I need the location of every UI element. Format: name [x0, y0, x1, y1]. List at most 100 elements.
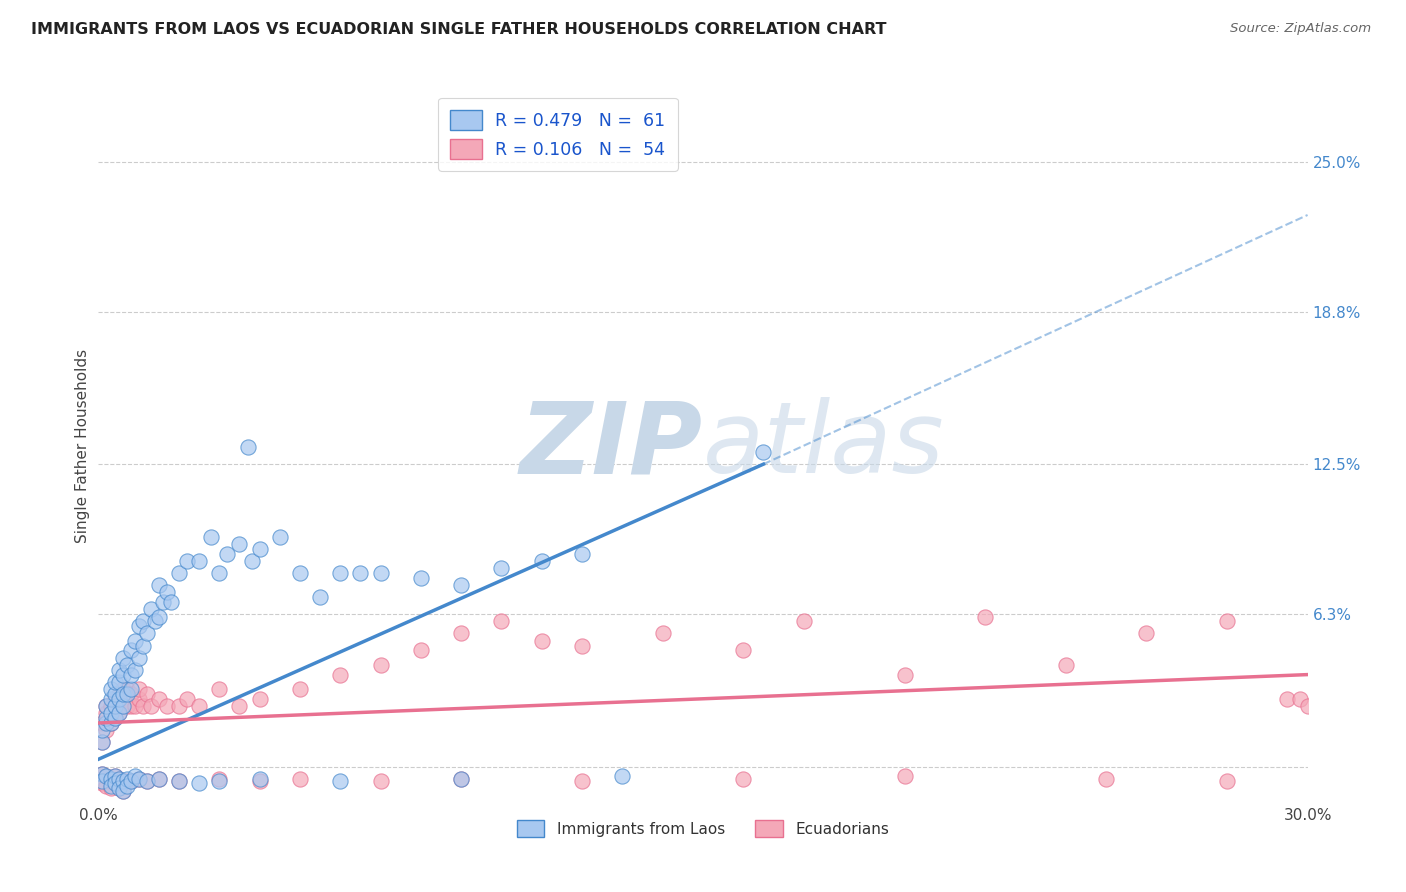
Point	[249, 772, 271, 786]
Point	[96, 723, 118, 738]
Point	[91, 735, 114, 749]
Point	[100, 716, 122, 731]
Point	[208, 774, 231, 789]
Point	[733, 643, 755, 657]
Point	[491, 561, 513, 575]
Point	[103, 691, 125, 706]
Legend: Immigrants from Laos, Ecuadorians: Immigrants from Laos, Ecuadorians	[509, 813, 897, 845]
Point	[107, 687, 129, 701]
Point	[124, 663, 146, 677]
Text: IMMIGRANTS FROM LAOS VS ECUADORIAN SINGLE FATHER HOUSEHOLDS CORRELATION CHART: IMMIGRANTS FROM LAOS VS ECUADORIAN SINGL…	[31, 22, 886, 37]
Point	[370, 566, 392, 580]
Point	[100, 781, 122, 796]
Y-axis label: Single Father Households: Single Father Households	[75, 349, 90, 543]
Point	[530, 554, 553, 568]
Point	[188, 699, 211, 714]
Point	[228, 699, 250, 714]
Point	[100, 772, 122, 786]
Point	[329, 566, 352, 580]
Point	[107, 781, 129, 796]
Point	[1135, 626, 1157, 640]
Point	[91, 723, 114, 738]
Point	[167, 774, 190, 789]
Point	[612, 769, 634, 783]
Point	[571, 774, 593, 789]
Point	[103, 674, 125, 689]
Point	[120, 774, 142, 789]
Point	[111, 699, 134, 714]
Point	[236, 440, 259, 454]
Point	[148, 578, 170, 592]
Point	[571, 639, 593, 653]
Point	[107, 772, 129, 786]
Point	[124, 699, 146, 714]
Point	[450, 626, 472, 640]
Point	[733, 772, 755, 786]
Point	[135, 774, 157, 789]
Point	[135, 626, 157, 640]
Point	[115, 657, 138, 672]
Point	[115, 772, 138, 786]
Point	[217, 547, 239, 561]
Point	[249, 774, 271, 789]
Point	[793, 615, 815, 629]
Point	[156, 699, 179, 714]
Point	[288, 772, 311, 786]
Point	[148, 609, 170, 624]
Point	[107, 781, 129, 796]
Point	[91, 766, 114, 780]
Point	[1288, 691, 1310, 706]
Point	[120, 687, 142, 701]
Point	[132, 639, 155, 653]
Point	[450, 772, 472, 786]
Point	[1296, 699, 1319, 714]
Point	[124, 633, 146, 648]
Point	[115, 779, 138, 793]
Point	[450, 578, 472, 592]
Point	[409, 643, 432, 657]
Point	[115, 687, 138, 701]
Point	[111, 783, 134, 797]
Point	[103, 769, 125, 783]
Point	[132, 615, 155, 629]
Point	[100, 772, 122, 786]
Point	[128, 619, 150, 633]
Point	[120, 682, 142, 697]
Point	[139, 602, 162, 616]
Point	[208, 566, 231, 580]
Point	[349, 566, 371, 580]
Point	[160, 595, 183, 609]
Point	[96, 699, 118, 714]
Point	[288, 566, 311, 580]
Point	[329, 774, 352, 789]
Point	[148, 772, 170, 786]
Point	[167, 566, 190, 580]
Point	[115, 682, 138, 697]
Point	[651, 626, 673, 640]
Point	[974, 609, 997, 624]
Point	[208, 682, 231, 697]
Point	[1277, 691, 1299, 706]
Point	[167, 699, 190, 714]
Point	[115, 774, 138, 789]
Point	[249, 541, 271, 556]
Point	[103, 776, 125, 790]
Point	[91, 716, 114, 731]
Point	[107, 663, 129, 677]
Point	[156, 585, 179, 599]
Point	[139, 699, 162, 714]
Point	[1216, 615, 1239, 629]
Point	[176, 691, 198, 706]
Point	[103, 699, 125, 714]
Point	[132, 699, 155, 714]
Point	[103, 769, 125, 783]
Point	[148, 772, 170, 786]
Point	[91, 776, 114, 790]
Point	[409, 571, 432, 585]
Point	[100, 682, 122, 697]
Point	[228, 537, 250, 551]
Point	[100, 699, 122, 714]
Point	[188, 554, 211, 568]
Point	[188, 776, 211, 790]
Point	[288, 682, 311, 697]
